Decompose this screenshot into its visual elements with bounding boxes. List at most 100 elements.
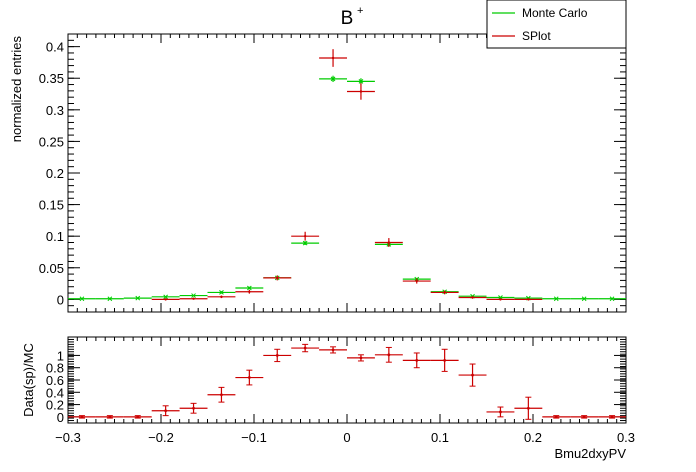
splot-point [235, 289, 264, 294]
monte-carlo-point [570, 296, 599, 302]
main-y-tick-label: 0.15 [39, 198, 64, 213]
monte-carlo-point [319, 75, 347, 83]
ratio-point [347, 354, 375, 362]
legend-splot-label: SPlot [522, 29, 551, 43]
ratio-marker [471, 373, 474, 377]
ratio-marker [610, 415, 614, 419]
monte-carlo-marker [163, 294, 169, 300]
ratio-point [514, 396, 543, 420]
ratio-marker [220, 393, 223, 397]
ratio-point [123, 415, 152, 419]
monte-carlo-marker [553, 296, 559, 302]
main-y-tick-label: 0.35 [39, 71, 64, 86]
ratio-marker [303, 346, 307, 350]
monte-carlo-point [347, 78, 375, 85]
main-y-tick-label: 0 [57, 292, 64, 307]
monte-carlo-point [291, 240, 320, 246]
ratio-point [207, 386, 236, 403]
ratio-point [179, 402, 208, 414]
main-axis-ticks: 0 0.05 0.1 0.15 0.2 0.25 0.3 0.35 0.4 [39, 33, 627, 313]
main-y-tick-label: 0.4 [46, 40, 64, 55]
main-y-tick-label: 0.2 [46, 166, 64, 181]
ratio-y-tick-label: 0.2 [46, 398, 64, 413]
splot-marker [192, 297, 195, 300]
x-tick-label: 0.3 [617, 430, 635, 445]
splot-marker [248, 290, 251, 293]
main-y-axis-label: normalized entries [9, 36, 24, 143]
splot-point [514, 298, 543, 301]
x-tick-label: −0.1 [241, 430, 267, 445]
main-y-tick-label: 0.3 [46, 103, 64, 118]
monte-carlo-point [542, 296, 571, 302]
ratio-marker [499, 410, 502, 414]
monte-carlo-point [598, 296, 626, 302]
monte-carlo-marker [246, 285, 252, 291]
ratio-point [151, 405, 180, 417]
monte-carlo-marker [135, 295, 141, 301]
monte-carlo-marker [107, 296, 113, 302]
ratio-marker [192, 406, 195, 410]
ratio-point [542, 415, 571, 419]
ratio-point [95, 415, 124, 419]
ratio-marker [387, 353, 391, 357]
splot-point [291, 231, 320, 241]
monte-carlo-marker [79, 296, 85, 302]
ratio-marker [415, 358, 419, 362]
x-tick-label: −0.3 [55, 430, 81, 445]
legend-box [486, 0, 627, 49]
ratio-marker [80, 415, 84, 419]
splot-marker [443, 291, 446, 294]
ratio-marker [108, 415, 112, 419]
ratio-y-axis-label: Data(sp)/MC [21, 343, 36, 417]
monte-carlo-marker [609, 296, 615, 302]
ratio-point [486, 406, 515, 418]
ratio-y-tick-label: 0.8 [46, 361, 64, 376]
monte-carlo-marker [219, 290, 224, 295]
splot-point [458, 296, 487, 299]
splot-point [207, 295, 236, 299]
ratio-point [68, 415, 96, 419]
ratio-marker [554, 415, 558, 419]
ratio-point [374, 346, 403, 363]
splot-point [486, 298, 515, 301]
ratio-marker [331, 348, 335, 352]
ratio-marker [582, 415, 586, 419]
monte-carlo-point [151, 294, 180, 300]
ratio-y-tick-label: 1 [57, 348, 64, 363]
monte-carlo-marker [191, 293, 196, 298]
ratio-marker [164, 409, 168, 413]
splot-point [179, 297, 208, 300]
splot-marker [415, 279, 418, 283]
ratio-marker [359, 356, 363, 360]
x-axis-label: Bmu2dxyPV [554, 446, 626, 461]
monte-carlo-marker [358, 79, 364, 84]
splot-marker [331, 56, 335, 60]
ratio-marker [275, 354, 279, 357]
chart-title: B [341, 8, 354, 29]
ratio-y-tick-label: 0.6 [46, 373, 64, 388]
ratio-point [570, 415, 599, 419]
monte-carlo-point [123, 295, 152, 301]
chart-title-superscript: + [357, 5, 363, 17]
x-tick-label: 0.2 [524, 430, 542, 445]
ratio-point [263, 348, 292, 363]
ratio-y-tick-label: 0.4 [46, 385, 64, 400]
ratio-data-marks [68, 343, 626, 420]
monte-carlo-point [179, 293, 208, 298]
x-tick-label: 0.1 [431, 430, 449, 445]
splot-point [430, 290, 459, 295]
ratio-panel: −0.3 −0.2 −0.1 0 0.1 0.2 0.300.20.40.60.81 Dat… [21, 336, 635, 461]
monte-carlo-marker [330, 76, 336, 82]
legend-monte-carlo-label: Monte Carlo [522, 6, 588, 20]
ratio-marker [136, 415, 140, 419]
splot-marker [276, 276, 279, 280]
monte-carlo-marker [302, 240, 308, 246]
ratio-axis-ticks: −0.3 −0.2 −0.1 0 0.1 0.2 0.300.20.40.60.81 [46, 336, 635, 445]
splot-marker [387, 241, 391, 244]
ratio-point [458, 363, 487, 387]
ratio-point [430, 348, 459, 372]
main-y-tick-label: 0.05 [39, 261, 64, 276]
monte-carlo-point [68, 296, 96, 302]
x-tick-label: 0 [343, 430, 350, 445]
legend: Monte Carlo SPlot [486, 0, 627, 49]
